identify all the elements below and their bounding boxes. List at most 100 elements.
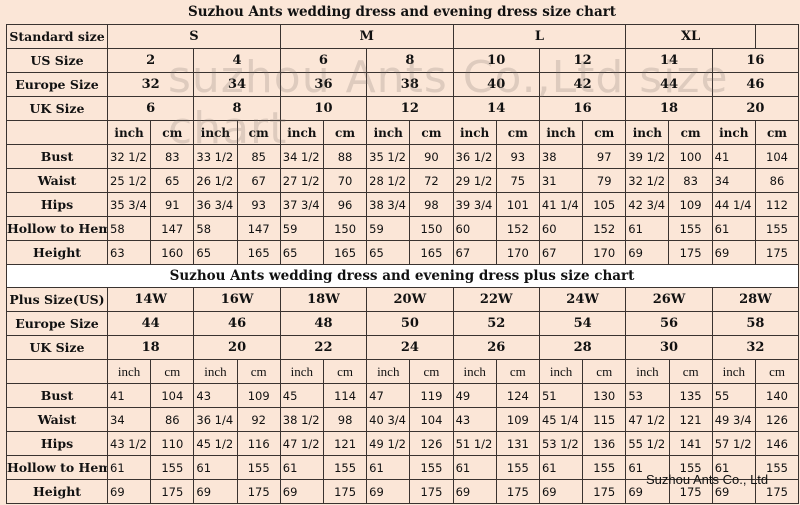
inch-value: 49 1/2 [366,431,411,456]
cm-value: 155 [754,455,800,480]
unit-inch: inch [106,359,152,384]
unit-inch: inch [711,120,756,145]
cm-value: 175 [668,479,713,504]
size-cell: 4 [193,48,281,73]
row-label: Height [6,479,108,504]
inch-value: 45 1/4 [538,407,584,432]
inch-value: 61 [452,455,497,480]
size-cell: 26W [625,287,713,312]
cm-value: 155 [754,216,800,241]
unit-cm: cm [754,359,800,384]
inch-value: 61 [538,455,584,480]
inch-value: 69 [625,240,670,265]
cm-value: 97 [582,144,627,169]
size-cell: 18 [625,96,713,121]
unit-inch: inch [279,120,324,145]
cm-value: 98 [409,192,454,217]
cm-value: 126 [754,407,800,432]
cm-value: 175 [409,479,454,504]
unit-cm: cm [754,120,800,145]
footer-company: Suzhou Ants Co., Ltd [646,472,769,487]
standard-size-cell: XL [625,24,756,49]
cm-value: 114 [322,383,368,408]
inch-value: 33 1/2 [193,144,238,169]
unit-inch: inch [625,120,670,145]
inch-value: 41 [711,144,756,169]
cm-value: 124 [495,383,540,408]
cm-value: 130 [582,383,627,408]
inch-value: 58 [193,216,238,241]
size-row: Europe Size 32 34 36 38 40 42 44 46 [6,72,800,97]
size-cell: 58 [711,311,800,336]
inch-value: 29 1/2 [452,168,497,193]
size-cell: 12 [538,48,627,73]
size-cell: 54 [538,311,627,336]
inch-value: 60 [538,216,584,241]
table-row: Hollow to Hem 61 155 61 155 61 155 61 155 61 155 61… [6,455,800,480]
cm-value: 150 [322,216,368,241]
inch-value: 42 3/4 [625,192,670,217]
cm-value: 152 [582,216,627,241]
inch-value: 59 [366,216,411,241]
inch-value: 69 [452,479,497,504]
unit-inch: inch [452,359,497,384]
cm-value: 155 [150,455,195,480]
inch-value: 31 [538,168,584,193]
size-cell: 32 [711,335,800,360]
inch-value: 43 1/2 [106,431,152,456]
cm-value: 70 [322,168,368,193]
size-cell: 6 [106,96,195,121]
cm-value: 131 [495,431,540,456]
cm-value: 109 [236,383,281,408]
cm-value: 101 [495,192,540,217]
inch-value: 69 [711,240,756,265]
unit-cm: cm [668,120,713,145]
size-cell: 26 [452,335,540,360]
cm-value: 175 [150,479,195,504]
inch-value: 47 1/2 [279,431,324,456]
table-row: Height 63 160 65 165 65 165 65 165 67 170 67 170 69 17… [6,240,800,265]
inch-value: 38 [538,144,584,169]
inch-value: 39 3/4 [452,192,497,217]
cm-value: 175 [322,479,368,504]
cm-value: 136 [582,431,627,456]
table-row: Bust 41 104 43 109 45 114 47 119 49 124 51 130 53 135 5… [6,383,800,408]
row-label: US Size [6,48,108,73]
unit-inch: inch [625,359,670,384]
cm-value: 98 [322,407,368,432]
cm-value: 93 [495,144,540,169]
cm-value: 85 [236,144,281,169]
row-label: Waist [6,407,108,432]
inch-value: 25 1/2 [106,168,152,193]
size-cell: 16W [193,287,281,312]
cm-value: 83 [668,168,713,193]
plus-chart-title: Suzhou Ants wedding dress and evening dr… [169,268,635,284]
size-cell: 8 [193,96,281,121]
cm-value: 152 [495,216,540,241]
size-cell: 28W [711,287,800,312]
size-cell: 18W [279,287,368,312]
table-row: Hips 35 3/4 91 36 3/4 93 37 3/4 96 38 3/4 98 39 3… [6,192,800,217]
size-cell: 36 [279,72,368,97]
plus-size-table: Plus Size(US) 14W 16W 18W 20W 22W 24W 26W 28W Eur… [6,287,800,504]
cm-value: 155 [495,455,540,480]
standard-size-table: Standard size S M L XL US Size 2 4 6 8 10 12 14 16 Eur… [6,24,800,265]
inch-value: 65 [279,240,324,265]
inch-value: 43 [193,383,238,408]
inch-value: 61 [366,455,411,480]
row-label: Waist [6,168,108,193]
cm-value: 155 [236,455,281,480]
inch-value: 38 3/4 [366,192,411,217]
unit-cm: cm [150,359,195,384]
cm-value: 121 [322,431,368,456]
inch-value: 39 1/2 [625,144,670,169]
cm-value: 91 [150,192,195,217]
unit-inch: inch [279,359,324,384]
size-cell: 28 [538,335,627,360]
size-cell: 32 [106,72,195,97]
unit-inch: inch [538,120,584,145]
cm-value: 155 [322,455,368,480]
unit-cm: cm [495,120,540,145]
standard-size-row: Standard size S M L XL [6,24,800,49]
cm-value: 135 [668,383,713,408]
